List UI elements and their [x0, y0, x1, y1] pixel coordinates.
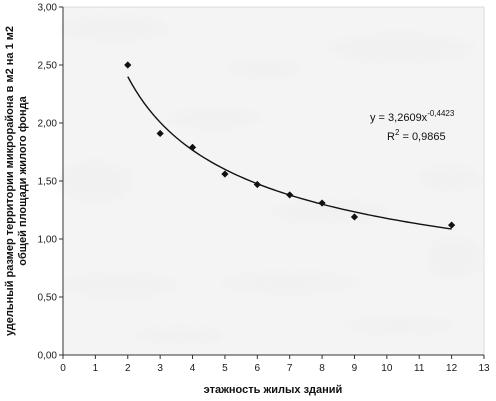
data-point	[318, 199, 326, 207]
x-tick-label: 6	[255, 363, 261, 374]
data-point	[286, 191, 294, 199]
equation-exponent: -0,4423	[427, 109, 455, 118]
y-tick-label: 0,50	[38, 293, 58, 304]
x-tick-label: 0	[60, 363, 66, 374]
data-point	[253, 180, 261, 189]
x-tick-label: 2	[125, 363, 131, 374]
x-tick-label: 8	[319, 363, 325, 374]
r-squared-label: R2 = 0,9865	[387, 128, 446, 143]
y-tick-label: 2,50	[38, 61, 58, 72]
x-tick-label: 3	[157, 363, 163, 374]
x-tick-label: 10	[381, 363, 393, 374]
y-tick-label: 2,00	[38, 119, 58, 130]
equation-base: y = 3,2609x	[370, 112, 428, 124]
x-tick-label: 5	[222, 363, 228, 374]
x-tick-label: 1	[93, 363, 99, 374]
x-axis-title: этажность жилых зданий	[204, 384, 343, 396]
y-axis-title-line-1: удельный размер территории микрорайона в…	[4, 26, 16, 336]
x-tick-label: 7	[287, 363, 293, 374]
equation-label: y = 3,2609x-0,4423	[370, 109, 455, 124]
data-point	[221, 170, 229, 178]
x-tick-label: 11	[414, 363, 425, 374]
r-squared-base: R	[387, 131, 395, 143]
x-tick-label: 9	[352, 363, 358, 374]
r-squared-value: = 0,9865	[399, 131, 445, 143]
data-point	[156, 129, 164, 138]
y-axis-title: удельный размер территории микрорайона в…	[4, 26, 29, 336]
plot-background-texture	[57, 14, 485, 345]
data-points	[124, 61, 456, 229]
x-tick-label: 13	[478, 363, 490, 374]
x-tick-label: 12	[446, 363, 458, 374]
axes: 0,000,501,001,502,002,503,000 1 2 3 4 5 6 7 8 9 10…	[38, 3, 490, 375]
y-tick-label: 1,00	[38, 235, 58, 246]
y-tick-label: 3,00	[38, 3, 58, 14]
r-squared-superscript: 2	[395, 128, 400, 137]
y-tick-label: 0,00	[38, 351, 58, 362]
data-point	[448, 221, 456, 229]
y-tick-label: 1,50	[38, 177, 58, 188]
data-point	[188, 143, 197, 151]
y-axis-title-line-2: общей площади жилого фонда	[17, 95, 29, 265]
x-tick-label: 4	[190, 363, 196, 374]
trendline-annotation: y = 3,2609x-0,4423 R2 = 0,9865	[370, 109, 455, 143]
data-point	[124, 61, 132, 69]
data-point	[350, 213, 359, 221]
